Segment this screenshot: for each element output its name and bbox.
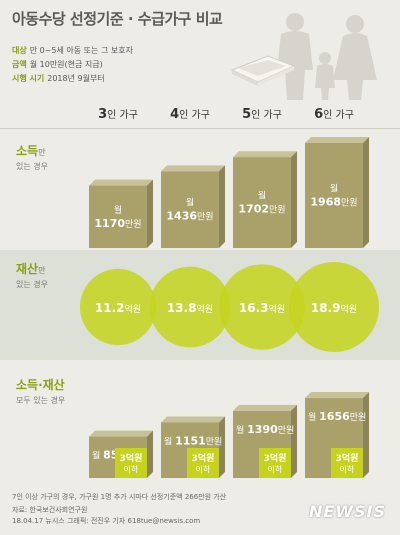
asset-limit-label: 3억원 xyxy=(192,452,215,464)
section-label-big: 소득·재산 xyxy=(16,378,65,392)
column-header: 3인 가구 xyxy=(98,107,138,122)
asset-limit-label: 3억원 xyxy=(264,452,287,464)
bar-value-label: 1702만원 xyxy=(238,203,285,216)
circle-value-label: 16.3억원 xyxy=(239,301,285,315)
income-bar xyxy=(305,143,363,248)
asset-circle xyxy=(149,266,231,348)
bar-value-label: 1436만원 xyxy=(166,210,213,223)
section-label-big: 소득 xyxy=(16,144,39,158)
income-bar-top xyxy=(161,165,225,172)
asset-limit-suffix: 이하 xyxy=(196,464,211,474)
income-bar-top xyxy=(89,179,153,186)
source: 자료: 한국보건사회연구원 xyxy=(12,506,88,514)
bar-value-label: 월 1151만원 xyxy=(164,434,222,447)
combined-bar-side xyxy=(219,416,225,478)
asset-circle xyxy=(288,261,380,353)
section-label-big: 재산 xyxy=(16,262,39,276)
column-header: 6인 가구 xyxy=(314,107,354,122)
newsis-logo: NEWSIS xyxy=(309,502,386,521)
info-value: 만 0~5세 아동 또는 그 보호자 xyxy=(29,46,133,55)
asset-limit-suffix: 이하 xyxy=(124,464,139,474)
asset-circle xyxy=(79,268,157,346)
info-start: 시행 시기 2018년 9월부터 xyxy=(12,73,172,84)
asset-limit-suffix: 이하 xyxy=(340,464,355,474)
bar-prefix-label: 월 xyxy=(186,197,194,209)
info-value: 2018년 9월부터 xyxy=(47,74,105,83)
asset-limit-tag xyxy=(259,448,291,478)
income-bar-side xyxy=(147,179,153,248)
credit: 18.04.17 뉴시스 그래픽: 전진우 기자 618tue@newsis.c… xyxy=(12,517,201,525)
asset-limit-tag xyxy=(115,448,147,478)
bar-prefix-label: 월 xyxy=(114,204,122,216)
circle-value-label: 18.9억원 xyxy=(311,301,357,315)
income-bar-side xyxy=(219,165,225,248)
info-key: 금액 xyxy=(12,60,27,69)
asset-limit-label: 3억원 xyxy=(336,452,359,464)
income-bar-side xyxy=(363,137,369,248)
bar-value-label: 1968만원 xyxy=(310,196,357,209)
combined-bar-side xyxy=(291,404,297,478)
section-label-both: 소득·재산 모두 있는 경우 xyxy=(16,374,65,406)
asset-limit-label: 3억원 xyxy=(120,452,143,464)
asset-limit-tag xyxy=(187,448,219,478)
income-bar xyxy=(161,171,219,248)
section-label-small: 만 xyxy=(38,148,46,157)
top-divider xyxy=(0,128,400,129)
info-amount: 금액 월 10만원(현금 지급) xyxy=(12,59,172,70)
section-label-asset: 재산만 있는 경우 xyxy=(16,258,48,290)
family-silhouette-icon xyxy=(277,13,377,100)
info-box: 대상 만 0~5세 아동 또는 그 보호자 금액 월 10만원(현금 지급) 시행 … xyxy=(12,40,172,89)
footnote: 7인 이상 가구의 경우, 가구원 1명 추가 시마다 선정기준액 266만원 … xyxy=(12,493,227,501)
income-bar-top xyxy=(305,137,369,143)
asset-limit-tag xyxy=(331,448,363,478)
info-key: 시행 시기 xyxy=(12,74,45,83)
column-header: 4인 가구 xyxy=(170,107,210,122)
section-label-income: 소득만 있는 경우 xyxy=(16,140,48,172)
circle-value-label: 13.8억원 xyxy=(167,301,213,315)
section-label-line2: 있는 경우 xyxy=(16,280,48,289)
column-header: 5인 가구 xyxy=(242,107,282,122)
bar-value-label: 월 1390만원 xyxy=(236,423,294,436)
asset-limit-suffix: 이하 xyxy=(268,464,283,474)
income-bar xyxy=(89,185,147,248)
combined-bar-top xyxy=(305,392,369,399)
bar-prefix-label: 월 xyxy=(258,190,266,202)
info-target: 대상 만 0~5세 아동 또는 그 보호자 xyxy=(12,45,172,56)
combined-bar-side xyxy=(147,430,153,478)
combined-bar-side xyxy=(363,392,369,478)
asset-circle xyxy=(219,264,305,350)
bar-value-label: 1170만원 xyxy=(94,217,141,230)
bar-prefix-label: 월 xyxy=(330,183,338,195)
bar-value-label: 월 1656만원 xyxy=(308,410,366,423)
section-label-line2: 모두 있는 경우 xyxy=(16,396,66,405)
money-stack-icon xyxy=(230,55,296,86)
page-title: 아동수당 선정기준 · 수급가구 비교 xyxy=(12,10,223,28)
combined-bar-top xyxy=(89,430,153,437)
combined-bar-top xyxy=(233,404,297,411)
circle-value-label: 11.2억원 xyxy=(95,301,141,315)
info-key: 대상 xyxy=(12,46,27,55)
income-bar-top xyxy=(233,151,297,158)
income-bar-side xyxy=(291,151,297,248)
income-bar xyxy=(233,157,291,248)
combined-bar-top xyxy=(161,416,225,423)
section-label-small: 만 xyxy=(38,266,46,275)
section-label-line2: 있는 경우 xyxy=(16,162,48,171)
info-value: 월 10만원(현금 지급) xyxy=(29,60,103,69)
